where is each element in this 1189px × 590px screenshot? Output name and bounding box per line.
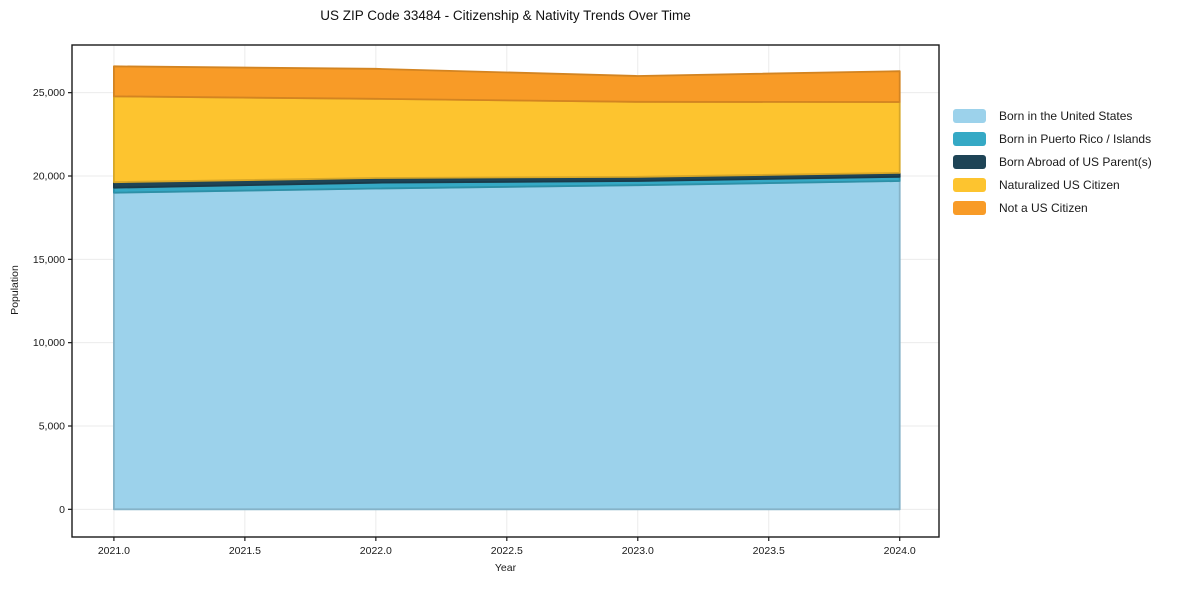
y-axis-label: Population [9, 265, 21, 315]
x-tick-label: 2023.0 [622, 545, 654, 557]
legend-item-3: Naturalized US Citizen [953, 173, 1152, 196]
legend-swatch-icon [953, 200, 986, 215]
y-tick-label: 10,000 [33, 337, 65, 349]
legend-swatch-icon [953, 131, 986, 146]
legend-swatch-icon [953, 177, 986, 192]
y-tick-label: 15,000 [33, 254, 65, 266]
legend-label: Born in Puerto Rico / Islands [999, 131, 1152, 146]
y-tick-label: 20,000 [33, 171, 65, 183]
y-tick-label: 25,000 [33, 87, 65, 99]
legend: Born in the United States Born in Puerto … [953, 104, 1152, 219]
legend-label: Born in the United States [999, 108, 1133, 123]
x-tick-label: 2021.5 [229, 545, 261, 557]
x-tick-label: 2022.5 [491, 545, 523, 557]
y-tick-label: 5,000 [39, 421, 65, 433]
chart-title: US ZIP Code 33484 - Citizenship & Nativi… [320, 8, 691, 23]
y-tick-label: 0 [59, 504, 65, 516]
legend-item-0: Born in the United States [953, 104, 1152, 127]
area-series-0 [113, 180, 901, 511]
x-tick-label: 2024.0 [884, 545, 916, 557]
x-tick-label: 2023.5 [753, 545, 785, 557]
legend-item-2: Born Abroad of US Parent(s) [953, 150, 1152, 173]
area-series-3 [113, 95, 901, 184]
legend-label: Born Abroad of US Parent(s) [999, 154, 1152, 169]
x-axis-label: Year [494, 562, 517, 574]
x-tick-label: 2021.0 [98, 545, 130, 557]
legend-item-1: Born in Puerto Rico / Islands [953, 127, 1152, 150]
legend-swatch-icon [953, 154, 986, 169]
legend-label: Not a US Citizen [999, 200, 1088, 215]
area-series-4 [113, 65, 901, 103]
x-tick-label: 2022.0 [360, 545, 392, 557]
legend-item-4: Not a US Citizen [953, 196, 1152, 219]
plot-border [71, 44, 940, 538]
axis-ticks: 2021.0 2021.5 2022.0 2022.5 2023.0 2023.5 2024… [33, 87, 916, 557]
legend-label: Naturalized US Citizen [999, 177, 1120, 192]
legend-swatch-icon [953, 108, 986, 123]
